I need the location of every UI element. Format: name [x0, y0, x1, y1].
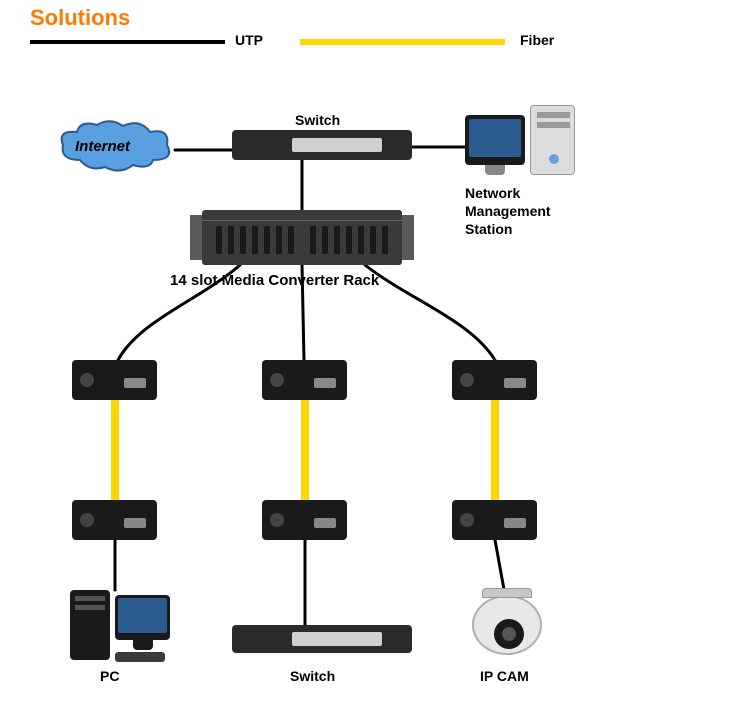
rack-ear-right-icon [402, 215, 414, 260]
rack-ear-left-icon [190, 215, 202, 260]
media-converter-t2-icon [262, 360, 347, 400]
page-title: Solutions [30, 5, 130, 31]
legend-utp-label: UTP [235, 32, 263, 48]
internet-label: Internet [75, 138, 130, 155]
pc-label: PC [100, 668, 119, 684]
switch-bottom-label: Switch [290, 668, 335, 684]
nms-label-1: Network [465, 185, 520, 201]
media-converter-b2-icon [262, 500, 347, 540]
nms-label-3: Station [465, 221, 512, 237]
media-converter-rack-icon [202, 210, 402, 265]
media-converter-b1-icon [72, 500, 157, 540]
switch-bottom-icon [232, 625, 412, 653]
rack-label: 14 slot Media Converter Rack [170, 272, 379, 289]
nms-label-2: Management [465, 203, 551, 219]
nms-monitor-icon [465, 115, 525, 165]
pc-monitor-icon [115, 595, 170, 640]
nms-monitor-stand-icon [485, 165, 505, 175]
media-converter-t3-icon [452, 360, 537, 400]
media-converter-b3-icon [452, 500, 537, 540]
pc-monitor-stand-icon [133, 640, 153, 650]
nms-tower-icon [530, 105, 575, 175]
pc-keyboard-icon [115, 652, 165, 662]
switch-top-icon [232, 130, 412, 160]
media-converter-t1-icon [72, 360, 157, 400]
ipcam-label: IP CAM [480, 668, 529, 684]
connection-lines [0, 0, 740, 704]
pc-tower-icon [70, 590, 110, 660]
ipcam-icon [472, 595, 542, 655]
ipcam-mount-icon [482, 588, 532, 598]
legend-fiber-line [300, 39, 505, 45]
legend-fiber-label: Fiber [520, 32, 554, 48]
legend-utp-line [30, 40, 225, 44]
switch-top-label: Switch [295, 112, 340, 128]
